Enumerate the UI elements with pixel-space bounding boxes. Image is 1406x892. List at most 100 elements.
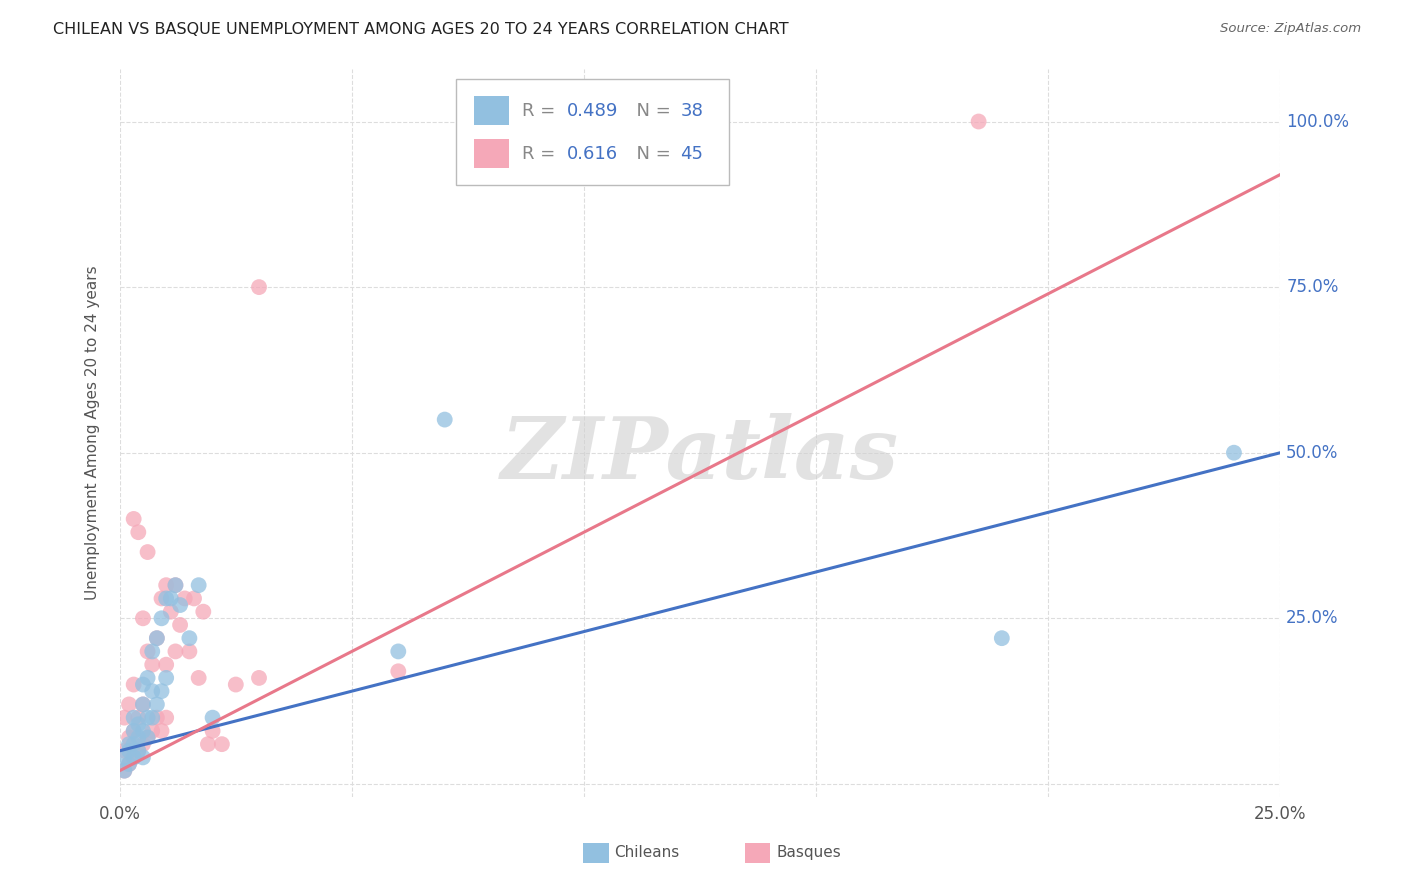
Point (146, 631, 169, 645)
Point (122, 711, 145, 725)
FancyBboxPatch shape (474, 139, 509, 169)
Point (173, 591, 195, 606)
Point (136, 731, 159, 745)
Text: Chileans: Chileans (614, 846, 679, 860)
Point (127, 744, 149, 758)
Point (991, 631, 1014, 645)
Point (225, 677, 247, 691)
Point (136, 545, 159, 559)
Point (127, 525, 149, 540)
Point (155, 711, 177, 725)
FancyBboxPatch shape (457, 79, 730, 186)
Point (187, 578, 209, 592)
Point (155, 657, 177, 672)
Point (387, 665, 409, 679)
Point (141, 684, 163, 698)
Point (179, 631, 201, 645)
Point (127, 744, 149, 758)
Point (122, 750, 145, 764)
Text: 0.489: 0.489 (567, 102, 619, 120)
Text: N =: N = (624, 102, 676, 120)
Point (118, 737, 141, 751)
Point (247, 671, 270, 685)
FancyBboxPatch shape (474, 96, 509, 125)
Point (122, 737, 145, 751)
Point (197, 737, 219, 751)
Point (247, 280, 270, 294)
Point (118, 744, 141, 758)
Point (165, 644, 187, 658)
Point (127, 717, 149, 731)
Text: Source: ZipAtlas.com: Source: ZipAtlas.com (1220, 22, 1361, 36)
Text: 25.0%: 25.0% (1286, 609, 1339, 627)
Point (112, 764, 135, 778)
Point (132, 750, 155, 764)
Point (155, 578, 177, 592)
Point (122, 512, 145, 526)
Point (132, 698, 155, 712)
Text: 75.0%: 75.0% (1286, 278, 1339, 296)
Point (118, 731, 141, 745)
Point (132, 611, 155, 625)
Point (165, 578, 187, 592)
Point (169, 598, 191, 612)
Point (179, 644, 201, 658)
Point (150, 684, 173, 698)
Point (112, 711, 135, 725)
Point (141, 657, 163, 672)
Point (136, 731, 159, 745)
Y-axis label: Unemployment Among Ages 20 to 24 years: Unemployment Among Ages 20 to 24 years (86, 266, 100, 600)
Point (150, 723, 173, 738)
Point (211, 737, 233, 751)
Point (112, 744, 135, 758)
Text: N =: N = (624, 145, 676, 163)
Text: 38: 38 (681, 102, 703, 120)
Point (159, 605, 181, 619)
Point (127, 731, 149, 745)
Point (155, 671, 177, 685)
Text: R =: R = (523, 145, 561, 163)
Point (112, 764, 135, 778)
Text: 0.616: 0.616 (567, 145, 617, 163)
Point (201, 723, 224, 738)
Text: CHILEAN VS BASQUE UNEMPLOYMENT AMONG AGES 20 TO 24 YEARS CORRELATION CHART: CHILEAN VS BASQUE UNEMPLOYMENT AMONG AGE… (53, 22, 789, 37)
Point (150, 591, 173, 606)
Point (146, 711, 169, 725)
Point (132, 677, 155, 691)
Point (118, 757, 141, 772)
Point (141, 723, 163, 738)
Point (118, 698, 141, 712)
Point (132, 698, 155, 712)
Point (136, 711, 159, 725)
Point (150, 611, 173, 625)
Text: ZIPatlas: ZIPatlas (501, 413, 898, 497)
Point (1223, 446, 1246, 460)
Point (387, 644, 409, 658)
Point (132, 737, 155, 751)
Point (132, 723, 155, 738)
Point (122, 750, 145, 764)
Point (159, 591, 181, 606)
Point (967, 114, 990, 128)
Point (141, 711, 163, 725)
Point (433, 412, 456, 426)
Text: 45: 45 (681, 145, 703, 163)
Point (183, 591, 205, 606)
Point (187, 671, 209, 685)
Point (146, 631, 169, 645)
Point (112, 750, 135, 764)
Point (136, 671, 159, 685)
Point (127, 711, 149, 725)
Point (193, 605, 215, 619)
Point (146, 698, 169, 712)
Point (201, 711, 224, 725)
Text: Basques: Basques (776, 846, 841, 860)
Text: 50.0%: 50.0% (1286, 443, 1339, 462)
Point (165, 578, 187, 592)
Point (136, 644, 159, 658)
Point (122, 723, 145, 738)
Point (169, 618, 191, 632)
Point (122, 677, 145, 691)
Point (141, 644, 163, 658)
Point (118, 757, 141, 772)
